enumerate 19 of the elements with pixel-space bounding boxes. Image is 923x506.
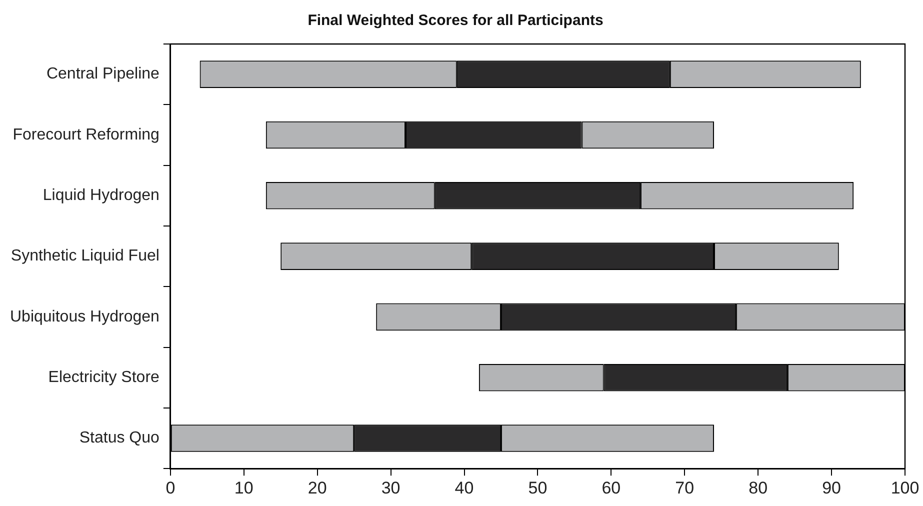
x-tick-label: 100 bbox=[890, 478, 920, 498]
y-tick-label: Central Pipeline bbox=[46, 66, 160, 83]
y-tick-label: Electricity Store bbox=[48, 369, 160, 386]
x-tick-label: 80 bbox=[748, 478, 768, 498]
x-tick-label: 10 bbox=[234, 478, 254, 498]
y-tick-label: Status Quo bbox=[79, 430, 160, 447]
x-tick-label: 40 bbox=[454, 478, 474, 498]
x-tick-label: 70 bbox=[675, 478, 694, 498]
y-tick-label: Ubiquitous Hydrogen bbox=[10, 308, 160, 326]
y-tick-label: Forecourt Reforming bbox=[12, 126, 160, 144]
y-tick-label: Synthetic Liquid Fuel bbox=[10, 248, 160, 265]
x-tick-label: 90 bbox=[822, 478, 842, 498]
x-tick-label: 60 bbox=[602, 478, 621, 498]
x-tick-label: 30 bbox=[381, 478, 400, 498]
x-tick-label: 50 bbox=[528, 478, 548, 498]
x-tick-label: 20 bbox=[308, 478, 327, 498]
chart-title: Final Weighted Scores for all Participants bbox=[308, 12, 604, 30]
x-tick-label: 0 bbox=[166, 478, 176, 498]
y-tick-label: Liquid Hydrogen bbox=[42, 187, 160, 204]
